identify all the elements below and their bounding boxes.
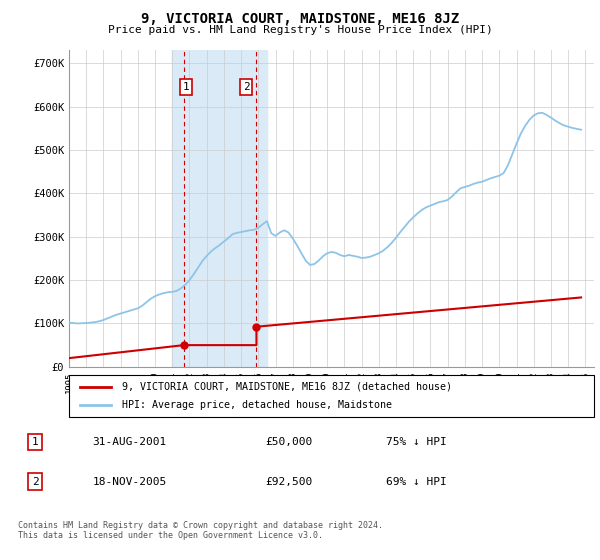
- Text: 69% ↓ HPI: 69% ↓ HPI: [386, 477, 447, 487]
- Text: 2: 2: [243, 82, 250, 92]
- Text: 31-AUG-2001: 31-AUG-2001: [92, 437, 167, 447]
- Text: 2: 2: [32, 477, 38, 487]
- FancyBboxPatch shape: [69, 375, 594, 417]
- Text: 75% ↓ HPI: 75% ↓ HPI: [386, 437, 447, 447]
- Text: 9, VICTORIA COURT, MAIDSTONE, ME16 8JZ: 9, VICTORIA COURT, MAIDSTONE, ME16 8JZ: [141, 12, 459, 26]
- Text: 18-NOV-2005: 18-NOV-2005: [92, 477, 167, 487]
- Text: Contains HM Land Registry data © Crown copyright and database right 2024.
This d: Contains HM Land Registry data © Crown c…: [18, 521, 383, 540]
- Text: 1: 1: [182, 82, 190, 92]
- Text: Price paid vs. HM Land Registry's House Price Index (HPI): Price paid vs. HM Land Registry's House …: [107, 25, 493, 35]
- Text: 9, VICTORIA COURT, MAIDSTONE, ME16 8JZ (detached house): 9, VICTORIA COURT, MAIDSTONE, ME16 8JZ (…: [121, 382, 452, 392]
- Text: £50,000: £50,000: [265, 437, 313, 447]
- Bar: [172, 50, 267, 367]
- Text: HPI: Average price, detached house, Maidstone: HPI: Average price, detached house, Maid…: [121, 400, 392, 410]
- Text: £92,500: £92,500: [265, 477, 313, 487]
- Text: 1: 1: [32, 437, 38, 447]
